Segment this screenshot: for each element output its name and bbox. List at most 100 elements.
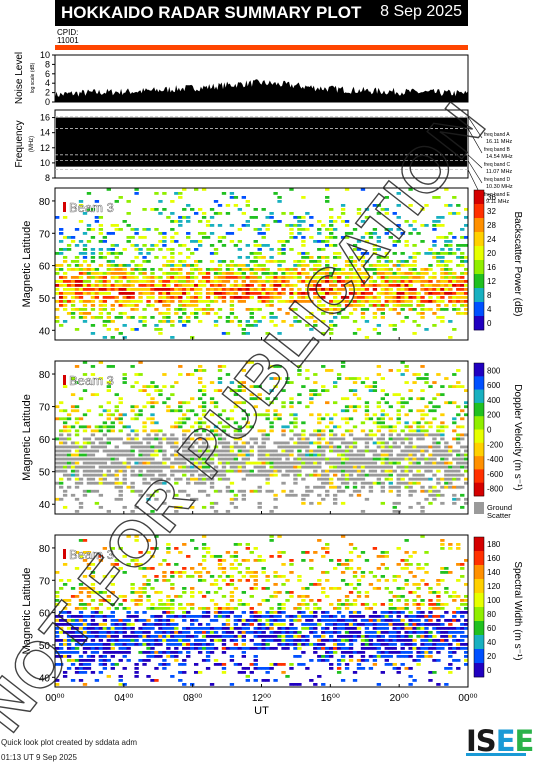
echo-cell [261, 473, 266, 477]
echo-cell [364, 497, 370, 501]
echo-cell [162, 288, 167, 291]
echo-cell [364, 208, 370, 211]
echo-cell [237, 425, 243, 429]
echo-cell [118, 417, 123, 421]
echo-cell [464, 461, 469, 465]
echo-cell [122, 555, 127, 558]
echo-cell [213, 300, 219, 303]
echo-cell [138, 445, 143, 449]
echo-cell [273, 276, 278, 279]
echo-cell [126, 619, 131, 622]
echo-cell [193, 296, 199, 299]
echo-cell [329, 663, 334, 666]
echo-cell [90, 332, 96, 335]
echo-cell [86, 276, 92, 279]
echo-cell [396, 485, 401, 489]
echo-cell [277, 639, 282, 642]
echo-cell [122, 284, 127, 287]
echo-cell [237, 663, 243, 666]
echo-cell [74, 276, 80, 279]
echo-cell [154, 575, 159, 578]
echo-cell [364, 272, 370, 275]
echo-cell [360, 188, 366, 191]
echo-cell [130, 485, 135, 489]
echo-cell [110, 232, 115, 235]
echo-cell [170, 288, 175, 291]
echo-cell [380, 292, 385, 295]
echo-cell [221, 631, 227, 634]
echo-cell [400, 260, 405, 263]
echo-cell [281, 284, 286, 287]
echo-cell [74, 381, 80, 384]
echo-cell [277, 461, 282, 465]
echo-cell [424, 655, 429, 658]
echo-cell [289, 212, 294, 215]
echo-cell [285, 425, 290, 429]
echo-cell [82, 445, 88, 449]
echo-cell [58, 417, 64, 421]
echo-cell [464, 304, 469, 307]
echo-cell [186, 220, 191, 223]
echo-cell [360, 639, 366, 642]
echo-cell [301, 264, 306, 267]
echo-cell [122, 469, 127, 473]
echo-cell [142, 316, 147, 319]
echo-cell [289, 461, 294, 465]
echo-cell [170, 599, 175, 602]
echo-cell [58, 639, 64, 642]
echo-cell [62, 607, 68, 610]
echo-cell [424, 627, 429, 630]
echo-cell [261, 469, 266, 473]
echo-cell [233, 639, 239, 642]
echo-cell [257, 627, 262, 630]
echo-cell [344, 559, 350, 562]
echo-cell [289, 397, 294, 401]
echo-cell [424, 551, 429, 554]
echo-cell [348, 643, 354, 646]
power-ylabel: Magnetic Latitude [21, 221, 33, 308]
echo-cell [102, 615, 108, 618]
echo-cell [416, 457, 421, 461]
echo-cell [257, 276, 262, 279]
echo-cell [213, 555, 219, 558]
echo-cell [336, 256, 342, 259]
echo-cell [309, 401, 314, 405]
width-echo-cells [55, 535, 469, 686]
echo-cell [360, 449, 366, 453]
echo-cell [285, 469, 290, 473]
echo-cell [66, 647, 72, 650]
echo-cell [336, 437, 342, 441]
echo-cell [408, 623, 413, 626]
echo-cell [90, 481, 96, 485]
echo-cell [174, 232, 179, 235]
echo-cell [241, 196, 247, 199]
echo-cell [221, 236, 227, 239]
echo-cell [448, 481, 453, 485]
echo-cell [221, 441, 227, 445]
echo-cell [460, 493, 465, 497]
echo-cell [313, 683, 318, 686]
echo-cell [249, 619, 254, 622]
echo-cell [456, 441, 461, 445]
echo-cell [122, 336, 127, 339]
echo-cell [78, 481, 84, 485]
echo-cell [90, 324, 96, 327]
echo-cell [309, 679, 314, 682]
echo-cell [372, 603, 378, 606]
echo-cell [174, 449, 179, 453]
echo-cell [178, 575, 183, 578]
echo-cell [62, 493, 68, 497]
echo-cell [229, 627, 235, 630]
echo-cell [110, 425, 115, 429]
echo-cell [82, 292, 88, 295]
echo-cell [452, 477, 457, 481]
echo-cell [277, 284, 282, 287]
echo-cell [221, 192, 227, 195]
echo-cell [86, 224, 92, 227]
echo-cell [432, 485, 437, 489]
echo-cell [420, 615, 425, 618]
echo-cell [432, 381, 437, 384]
echo-cell [114, 300, 119, 303]
echo-cell [154, 228, 159, 231]
echo-cell [412, 489, 417, 493]
